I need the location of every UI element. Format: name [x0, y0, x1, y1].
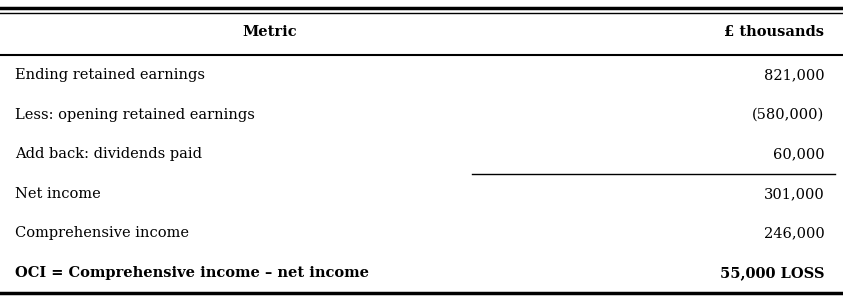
Text: Metric: Metric [243, 24, 297, 39]
Text: 246,000: 246,000 [764, 226, 824, 240]
Text: 821,000: 821,000 [764, 68, 824, 82]
Text: 55,000 LOSS: 55,000 LOSS [720, 266, 824, 280]
Text: (580,000): (580,000) [752, 107, 824, 122]
Text: OCI = Comprehensive income – net income: OCI = Comprehensive income – net income [15, 266, 369, 280]
Text: £ thousands: £ thousands [724, 24, 824, 39]
Text: Less: opening retained earnings: Less: opening retained earnings [15, 107, 255, 122]
Text: 60,000: 60,000 [773, 147, 824, 161]
Text: 301,000: 301,000 [764, 187, 824, 201]
Text: Net income: Net income [15, 187, 101, 201]
Text: Comprehensive income: Comprehensive income [15, 226, 189, 240]
Text: Ending retained earnings: Ending retained earnings [15, 68, 205, 82]
Text: Add back: dividends paid: Add back: dividends paid [15, 147, 202, 161]
